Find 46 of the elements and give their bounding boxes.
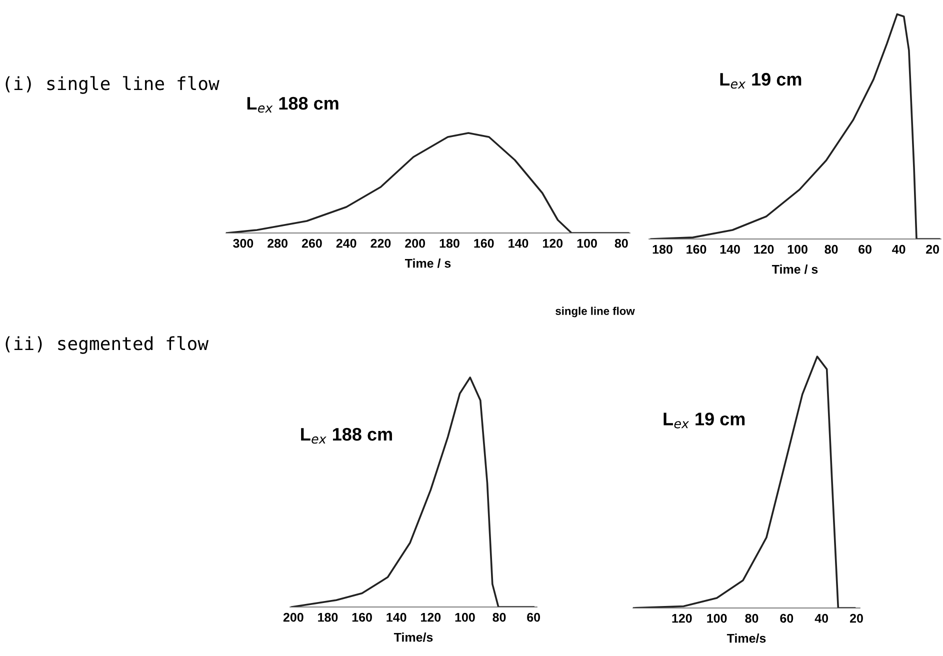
x-tick-label: 100 (455, 612, 475, 622)
x-tick-label: 200 (405, 238, 426, 248)
x-tick-label: 220 (370, 238, 391, 248)
x-tick-label: 160 (352, 612, 372, 622)
x-tick-label: 120 (754, 244, 774, 254)
annotation: L$_{ex}$ 19 cm (720, 72, 802, 89)
x-tick-label: 180 (652, 244, 672, 254)
x-tick-label: 120 (543, 238, 563, 248)
x-tick-label: 140 (386, 612, 406, 622)
x-tick-label: 40 (814, 614, 828, 623)
x-axis-title: Time / s (772, 264, 818, 274)
text: (ii) segmented flow (6, 336, 209, 354)
x-tick-label: 80 (745, 614, 758, 623)
x-tick-label: 80 (824, 244, 838, 254)
x-tick-label: 80 (614, 238, 628, 248)
x-axis-title: Time/s (726, 634, 766, 643)
x-tick-label: 180 (440, 238, 460, 248)
x-tick-label: 20 (926, 244, 939, 254)
x-tick-label: 60 (780, 614, 794, 623)
x-tick-label: 120 (672, 614, 692, 623)
x-tick-label: 80 (492, 612, 506, 622)
text: single line flow (556, 306, 635, 318)
x-tick-label: 100 (707, 614, 727, 623)
x-tick-label: 40 (892, 244, 906, 254)
x-tick-label: 260 (302, 238, 322, 248)
x-tick-label: 280 (268, 238, 288, 248)
x-axis-title: Time/s (394, 632, 433, 642)
x-tick-label: 240 (336, 238, 356, 248)
x-tick-label: 140 (720, 244, 740, 254)
x-tick-label: 60 (527, 612, 540, 622)
x-tick-label: 160 (474, 238, 494, 248)
x-tick-label: 160 (686, 244, 706, 254)
x-tick-label: 20 (850, 614, 863, 623)
x-axis-title: Time / s (404, 258, 451, 268)
chart-title: (i) single line flow (6, 76, 220, 94)
text: L$_{ex}$ 188 cm (247, 96, 338, 113)
x-tick-label: 180 (318, 612, 338, 622)
x-tick-label: 300 (233, 238, 254, 248)
x-tick-label: 140 (508, 238, 528, 248)
x-tick-label: 200 (283, 612, 304, 622)
x-tick-label: 120 (421, 612, 441, 622)
x-tick-label: 100 (788, 244, 808, 254)
x-tick-label: 100 (577, 238, 597, 248)
annotation: L$_{ex}$ 188 cm (301, 428, 392, 444)
annotation: L$_{ex}$ 19 cm (664, 412, 745, 428)
x-tick-label: 60 (858, 244, 872, 254)
